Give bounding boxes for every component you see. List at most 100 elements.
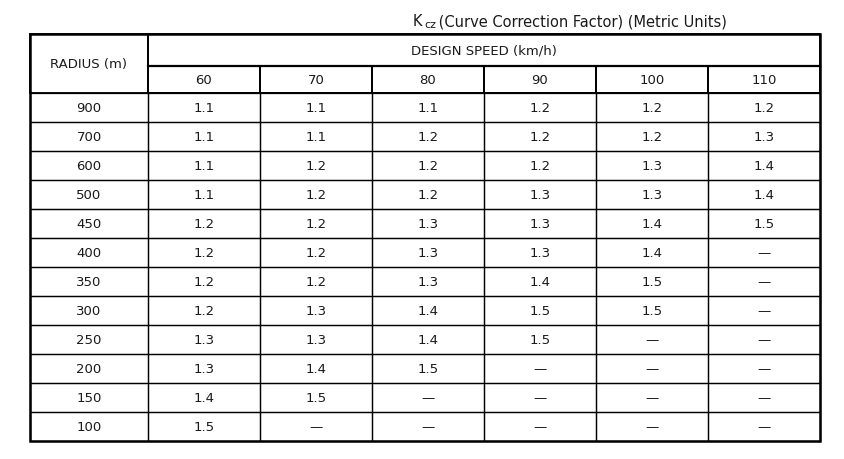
Bar — [260, 210, 372, 239]
Bar — [708, 383, 820, 412]
Bar — [708, 180, 820, 210]
Bar — [148, 67, 260, 94]
Text: 100: 100 — [76, 420, 101, 433]
Bar — [596, 412, 708, 441]
Bar — [148, 94, 260, 123]
Text: 1.2: 1.2 — [193, 218, 214, 230]
Bar — [372, 94, 484, 123]
Text: 90: 90 — [532, 74, 549, 87]
Bar — [708, 123, 820, 151]
Bar — [30, 239, 148, 268]
Bar — [260, 239, 372, 268]
Text: 1.3: 1.3 — [529, 218, 550, 230]
Text: —: — — [757, 420, 771, 433]
Text: 1.3: 1.3 — [529, 189, 550, 202]
Text: 1.2: 1.2 — [529, 102, 550, 115]
Bar — [708, 151, 820, 180]
Bar — [596, 210, 708, 239]
Text: 200: 200 — [76, 362, 101, 375]
Bar — [148, 35, 820, 67]
Bar — [148, 180, 260, 210]
Text: 1.4: 1.4 — [754, 160, 775, 173]
Text: 1.1: 1.1 — [418, 102, 439, 115]
Bar — [30, 383, 148, 412]
Bar — [260, 268, 372, 297]
Text: 80: 80 — [419, 74, 436, 87]
Text: 1.3: 1.3 — [641, 160, 663, 173]
Text: 1.5: 1.5 — [641, 275, 663, 288]
Bar — [30, 354, 148, 383]
Bar — [148, 123, 260, 151]
Bar — [484, 325, 596, 354]
Text: 1.2: 1.2 — [193, 246, 214, 259]
Bar — [148, 239, 260, 268]
Bar — [30, 412, 148, 441]
Bar — [30, 35, 148, 94]
Text: 1.2: 1.2 — [754, 102, 775, 115]
Text: —: — — [533, 362, 547, 375]
Text: 1.4: 1.4 — [306, 362, 327, 375]
Text: 150: 150 — [76, 391, 101, 404]
Bar — [372, 383, 484, 412]
Text: 1.1: 1.1 — [306, 102, 327, 115]
Text: DESIGN SPEED (km/h): DESIGN SPEED (km/h) — [411, 45, 557, 57]
Bar — [484, 354, 596, 383]
Bar — [596, 297, 708, 325]
Text: 100: 100 — [640, 74, 664, 87]
Text: 450: 450 — [76, 218, 101, 230]
Bar — [484, 123, 596, 151]
Bar — [372, 180, 484, 210]
Text: 1.2: 1.2 — [306, 246, 327, 259]
Bar — [708, 94, 820, 123]
Text: —: — — [310, 420, 322, 433]
Text: 600: 600 — [77, 160, 101, 173]
Bar — [372, 239, 484, 268]
Text: 1.2: 1.2 — [418, 131, 439, 144]
Bar — [260, 412, 372, 441]
Text: RADIUS (m): RADIUS (m) — [51, 58, 127, 71]
Text: —: — — [646, 420, 658, 433]
Bar — [484, 210, 596, 239]
Bar — [484, 94, 596, 123]
Bar — [30, 123, 148, 151]
Bar — [372, 412, 484, 441]
Text: 1.5: 1.5 — [306, 391, 327, 404]
Bar — [148, 268, 260, 297]
Text: —: — — [757, 391, 771, 404]
Bar — [260, 151, 372, 180]
Bar — [260, 297, 372, 325]
Text: 1.3: 1.3 — [529, 246, 550, 259]
Bar — [372, 123, 484, 151]
Text: 70: 70 — [307, 74, 324, 87]
Text: —: — — [757, 275, 771, 288]
Bar — [260, 123, 372, 151]
Text: 1.3: 1.3 — [193, 362, 214, 375]
Bar — [596, 354, 708, 383]
Text: —: — — [421, 391, 435, 404]
Text: 1.2: 1.2 — [306, 275, 327, 288]
Text: 1.2: 1.2 — [418, 160, 439, 173]
Bar — [484, 297, 596, 325]
Text: 1.4: 1.4 — [418, 304, 439, 317]
Text: 350: 350 — [76, 275, 101, 288]
Text: 1.4: 1.4 — [641, 246, 663, 259]
Bar — [596, 180, 708, 210]
Text: —: — — [757, 362, 771, 375]
Bar — [708, 325, 820, 354]
Bar — [260, 325, 372, 354]
Text: 1.3: 1.3 — [418, 218, 439, 230]
Text: 1.5: 1.5 — [193, 420, 214, 433]
Text: —: — — [646, 333, 658, 346]
Bar — [260, 94, 372, 123]
Text: K: K — [413, 15, 422, 29]
Bar — [708, 210, 820, 239]
Text: 1.1: 1.1 — [193, 131, 214, 144]
Bar — [30, 35, 820, 441]
Text: 1.3: 1.3 — [754, 131, 775, 144]
Bar — [148, 383, 260, 412]
Text: 1.2: 1.2 — [193, 275, 214, 288]
Text: 1.2: 1.2 — [529, 131, 550, 144]
Text: 400: 400 — [77, 246, 101, 259]
Bar — [260, 354, 372, 383]
Bar — [596, 383, 708, 412]
